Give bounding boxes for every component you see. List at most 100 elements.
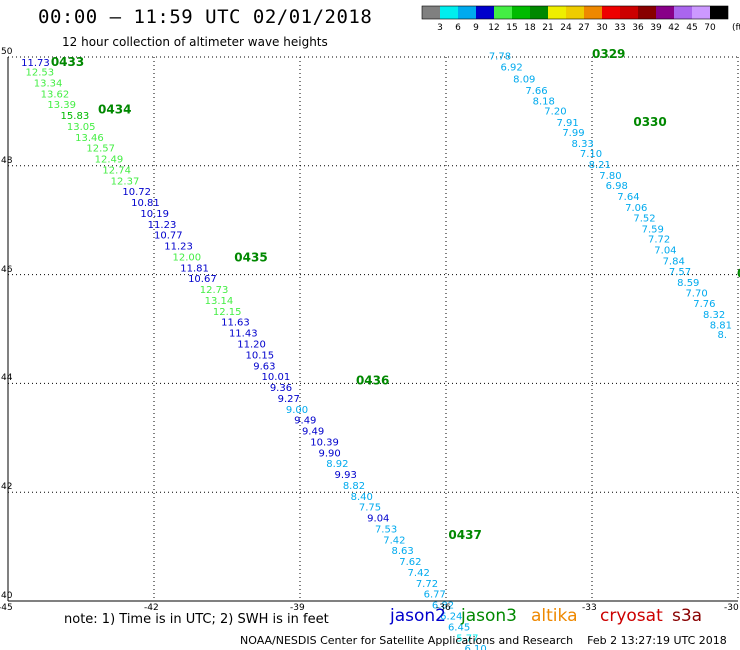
wave-height-label: 9.00 <box>286 405 308 416</box>
color-tick-label: 45 <box>686 23 697 33</box>
pass-time-label: 0433 <box>51 55 84 69</box>
wave-height-label: 8.81 <box>710 320 732 331</box>
satellite-pass: 7.786.928.097.668.187.207.917.998.337.10… <box>489 47 732 341</box>
pass-time-label: 0436 <box>356 373 389 387</box>
wave-height-label: 7.66 <box>525 86 547 97</box>
wave-height-label: 9.04 <box>367 514 389 525</box>
wave-height-label: 12.53 <box>26 67 55 78</box>
wave-height-label: 6.82 <box>432 601 454 612</box>
color-swatch <box>440 6 458 19</box>
satellite-altika: altika <box>531 606 578 626</box>
lat-tick-label: 50 <box>1 47 13 57</box>
wave-height-label: 7.75 <box>359 503 381 514</box>
wave-height-label: 9.36 <box>270 383 292 394</box>
wave-height-label: 7.72 <box>648 235 670 246</box>
footer-note: note: 1) Time is in UTC; 2) SWH is in fe… <box>64 612 329 627</box>
wave-height-label: 11.81 <box>180 263 209 274</box>
wave-height-label: 8.09 <box>513 75 535 86</box>
wave-height-label: 7.84 <box>663 256 685 267</box>
wave-height-label: 7.99 <box>562 128 584 139</box>
wave-height-label: 7.76 <box>693 299 715 310</box>
wave-height-label: 6.92 <box>501 63 523 74</box>
wave-height-label: 12.74 <box>102 165 131 176</box>
color-legend-border <box>421 5 729 20</box>
color-swatch <box>692 6 710 19</box>
wave-height-label: 7.53 <box>375 524 397 535</box>
lon-tick-label: -42 <box>144 603 159 613</box>
wave-height-label: 11.73 <box>21 58 50 69</box>
wave-height-label: 7.42 <box>383 535 405 546</box>
color-swatch <box>566 6 584 19</box>
color-swatch <box>674 6 692 19</box>
pass-time-label: 0437 <box>448 528 481 542</box>
pass-time-label: 0330 <box>633 115 666 129</box>
wave-height-label: 12.49 <box>95 155 124 166</box>
wave-height-label: 6.10 <box>464 644 486 650</box>
color-tick-label: 15 <box>506 23 517 33</box>
color-swatch <box>584 6 602 19</box>
satellite-pass: 11.7312.5313.3413.6213.3915.8313.0513.46… <box>21 55 487 650</box>
wave-height-label: 13.39 <box>47 100 76 111</box>
wave-height-label: 13.05 <box>67 122 96 133</box>
wave-height-label: 9.49 <box>294 416 316 427</box>
credit-text: NOAA/NESDIS Center for Satellite Applica… <box>240 634 574 647</box>
wave-height-label: 6.98 <box>606 181 628 192</box>
footer-credit: NOAA/NESDIS Center for Satellite Applica… <box>240 634 727 647</box>
map-grid <box>8 56 739 601</box>
lat-tick-label: 40 <box>1 591 13 601</box>
wave-height-label: 10.81 <box>131 198 160 209</box>
satellite-jason2: jason2 <box>390 606 446 626</box>
color-tick-label: 18 <box>524 23 536 33</box>
wave-height-label: 13.14 <box>205 296 234 307</box>
color-tick-label: 30 <box>596 23 608 33</box>
satellite-cryosat: cryosat <box>600 606 663 626</box>
wave-height-label: 15.83 <box>61 111 90 122</box>
wave-height-label: 13.34 <box>34 78 63 89</box>
wave-height-label: 7.57 <box>669 267 691 278</box>
color-swatch <box>530 6 548 19</box>
wave-height-label: 11.63 <box>221 318 250 329</box>
color-tick-label: 21 <box>542 23 553 33</box>
wave-height-label: 10.72 <box>122 187 151 198</box>
satellite-s3a: s3a <box>672 606 703 626</box>
wave-height-label: 7.20 <box>544 107 566 118</box>
timestamp: Feb 2 13:27:19 UTC 2018 <box>587 634 727 647</box>
wave-height-label: 6.45 <box>448 622 470 633</box>
wave-height-label: 9.63 <box>253 361 275 372</box>
color-swatch <box>548 6 566 19</box>
wave-height-label: 10.19 <box>140 209 169 220</box>
color-swatch <box>620 6 638 19</box>
wave-height-label: 7.70 <box>685 288 707 299</box>
color-swatch <box>656 6 674 19</box>
wave-height-label: 12.57 <box>86 144 115 155</box>
wave-height-label: 10.77 <box>154 231 183 242</box>
wave-height-label: 5.77 <box>456 633 478 644</box>
wave-height-label: 7.42 <box>408 568 430 579</box>
wave-height-label: 11.43 <box>229 329 258 340</box>
color-tick-label: 42 <box>668 23 679 33</box>
lat-tick-label: 46 <box>1 264 13 275</box>
wave-height-label: 11.23 <box>164 242 193 253</box>
lat-tick-label: 42 <box>1 482 13 493</box>
color-tick-label: 12 <box>488 23 499 33</box>
pass-time-label: 0329 <box>592 47 625 61</box>
color-tick-label: 33 <box>614 23 625 33</box>
pass-time-label: 0434 <box>98 103 131 117</box>
wave-height-label: 7.06 <box>625 203 647 214</box>
color-swatch <box>512 6 530 19</box>
color-swatch <box>638 6 656 19</box>
wave-height-label: 8. <box>718 330 728 341</box>
wave-height-label: 8.32 <box>703 310 725 321</box>
lon-tick-label: -30 <box>724 603 739 613</box>
wave-height-label: 9.27 <box>278 394 300 405</box>
pass-time-label: 0435 <box>234 251 267 265</box>
wave-height-label: 7.62 <box>399 557 421 568</box>
color-tick-label: 3 <box>437 23 443 33</box>
wave-height-label: 12.15 <box>213 307 242 318</box>
lat-tick-label: 44 <box>1 373 13 384</box>
wave-height-label: 7.04 <box>654 245 676 256</box>
wave-height-label: 8.82 <box>343 481 365 492</box>
wave-height-label: 10.01 <box>262 372 291 383</box>
lon-tick-label: -36 <box>436 603 451 613</box>
